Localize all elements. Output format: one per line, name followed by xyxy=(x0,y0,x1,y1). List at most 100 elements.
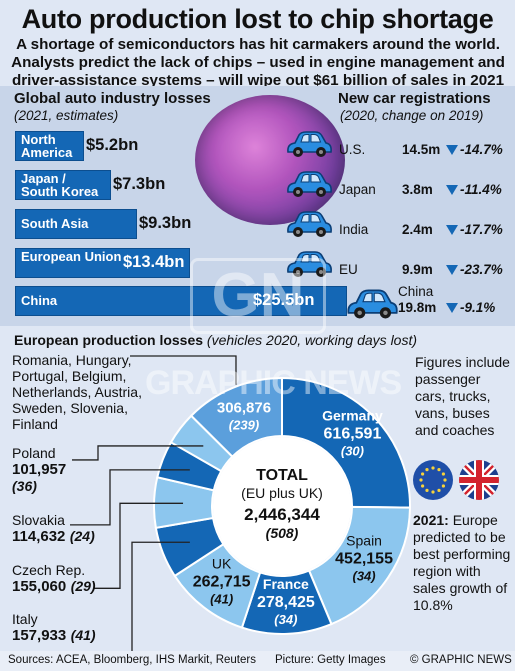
losses-subheading: (2021, estimates) xyxy=(14,108,119,123)
poland-name: Poland xyxy=(12,445,56,461)
slovakia-leader-line xyxy=(70,469,190,526)
segment-days: (34) xyxy=(353,568,376,583)
intro-text: A shortage of semiconductors has hit car… xyxy=(11,36,505,89)
segment-value: 278,425 xyxy=(257,594,315,611)
note-2021-year: 2021: xyxy=(413,512,449,528)
loss-bar-label: South Asia xyxy=(21,216,89,231)
registration-value: 19.8m xyxy=(398,300,437,315)
car-icon xyxy=(287,171,332,197)
car-icon xyxy=(287,211,332,237)
registration-country: EU xyxy=(339,262,358,277)
europe-heading: European production losses xyxy=(14,332,204,348)
down-triangle-icon xyxy=(446,145,458,155)
donut-total-sub: (EU plus UK) xyxy=(241,485,323,501)
europe-donut-chart: TOTAL(EU plus UK) 2,446,344(508) Germany 61… xyxy=(70,355,412,651)
segment-days: (34) xyxy=(274,612,297,627)
czech-name: Czech Rep. xyxy=(12,562,86,578)
registration-change: -17.7% xyxy=(460,222,503,237)
loss-bar: North America xyxy=(15,131,84,161)
loss-bar-label: China xyxy=(21,293,58,308)
donut-segment xyxy=(189,376,283,459)
registration-country: U.S. xyxy=(339,142,366,157)
eu-flag-icon xyxy=(413,460,453,500)
loss-bar: South Asia xyxy=(15,209,137,239)
note-2021-text: Europe predicted to be best performing r… xyxy=(413,512,511,613)
segment-days: (30) xyxy=(341,443,364,458)
donut-total-days: (508) xyxy=(266,525,299,541)
italy-label-group: Italy 157,933 (41) xyxy=(12,611,96,645)
segment-value: 616,591 xyxy=(324,425,382,442)
segment-value: 262,715 xyxy=(193,573,251,590)
registration-country: India xyxy=(339,222,369,237)
footer-copyright: © GRAPHIC NEWS xyxy=(410,654,512,666)
loss-bar: China xyxy=(15,286,347,316)
loss-bar-value: $5.2bn xyxy=(86,136,139,154)
poland-value: 101,957 xyxy=(12,461,67,478)
loss-bar-value: $7.3bn xyxy=(113,175,166,193)
down-triangle-icon xyxy=(446,303,458,313)
slovakia-name: Slovakia xyxy=(12,512,65,528)
registration-change: -9.1% xyxy=(460,300,496,315)
slovakia-label-group: Slovakia 114,632 (24) xyxy=(12,512,95,546)
loss-bar-value: $13.4bn xyxy=(123,253,185,271)
czech-label-group: Czech Rep. 155,060 (29) xyxy=(12,562,96,596)
registration-change: -23.7% xyxy=(460,262,503,277)
poland-days: (36) xyxy=(12,478,37,494)
slovakia-days: (24) xyxy=(69,528,95,544)
loss-bar: European Union xyxy=(15,248,190,278)
down-triangle-icon xyxy=(446,185,458,195)
footer-picture-credit: Picture: Getty Images xyxy=(275,654,386,666)
segment-name: France xyxy=(263,576,309,592)
figures-note: Figures include passenger cars, trucks, … xyxy=(415,354,510,438)
registrations-subheading: (2020, change on 2019) xyxy=(340,108,484,123)
others-leader-line xyxy=(130,355,237,385)
footer-sources: Sources: ACEA, Bloomberg, IHS Markit, Re… xyxy=(8,654,256,666)
car-icon xyxy=(287,131,332,157)
registration-country: China xyxy=(398,284,434,299)
car-icon xyxy=(287,251,332,277)
car-icon-wrap xyxy=(284,130,334,165)
car-icon-wrap xyxy=(284,250,334,285)
loss-bar-value: $9.3bn xyxy=(139,214,192,232)
czech-value: 155,060 xyxy=(12,578,67,595)
registration-value: 3.8m xyxy=(402,182,433,197)
registration-value: 2.4m xyxy=(402,222,433,237)
loss-bar-label: European Union xyxy=(21,249,122,264)
europe-subheading: (vehicles 2020, working days lost) xyxy=(206,332,418,348)
losses-heading: Global auto industry losses xyxy=(14,90,211,107)
slovakia-value: 114,632 xyxy=(12,528,66,545)
uk-flag-icon xyxy=(459,460,499,500)
down-triangle-icon xyxy=(446,265,458,275)
segment-value: 452,155 xyxy=(335,550,393,567)
loss-bar-label: Japan / South Korea xyxy=(21,171,99,199)
registration-change: -11.4% xyxy=(460,182,502,197)
loss-bar-value: $25.5bn xyxy=(253,291,315,309)
segment-name: Germany xyxy=(322,407,383,423)
donut-total-label: TOTAL xyxy=(256,467,308,484)
registrations-heading: New car registrations xyxy=(338,90,491,107)
car-icon-wrap xyxy=(344,288,400,327)
donut-segment xyxy=(281,376,411,509)
registration-change: -14.7% xyxy=(460,142,503,157)
donut-total-value: 2,446,344 xyxy=(244,505,320,524)
segment-value: 306,876 xyxy=(217,400,271,417)
others-countries-label: Romania, Hungary, Portugal, Belgium, Net… xyxy=(12,352,142,432)
segment-name: Spain xyxy=(346,532,382,548)
czech-leader-line xyxy=(94,502,184,589)
loss-bar: Japan / South Korea xyxy=(15,170,111,200)
note-2021: 2021: Europe predicted to be best perfor… xyxy=(413,512,511,614)
donut-center xyxy=(213,437,351,575)
car-icon xyxy=(347,289,398,319)
car-icon-wrap xyxy=(284,170,334,205)
italy-value: 157,933 xyxy=(12,627,67,644)
italy-name: Italy xyxy=(12,611,38,627)
registration-value: 14.5m xyxy=(402,142,441,157)
chip-wafer-image xyxy=(195,95,345,225)
poland-leader-line xyxy=(72,445,204,461)
europe-heading-row: European production losses (vehicles 202… xyxy=(14,332,417,348)
down-triangle-icon xyxy=(446,225,458,235)
italy-days: (41) xyxy=(70,627,96,643)
segment-days: (239) xyxy=(229,418,259,433)
union-jack-icon xyxy=(459,460,499,500)
poland-label-group: Poland 101,957 (36) xyxy=(12,445,66,494)
